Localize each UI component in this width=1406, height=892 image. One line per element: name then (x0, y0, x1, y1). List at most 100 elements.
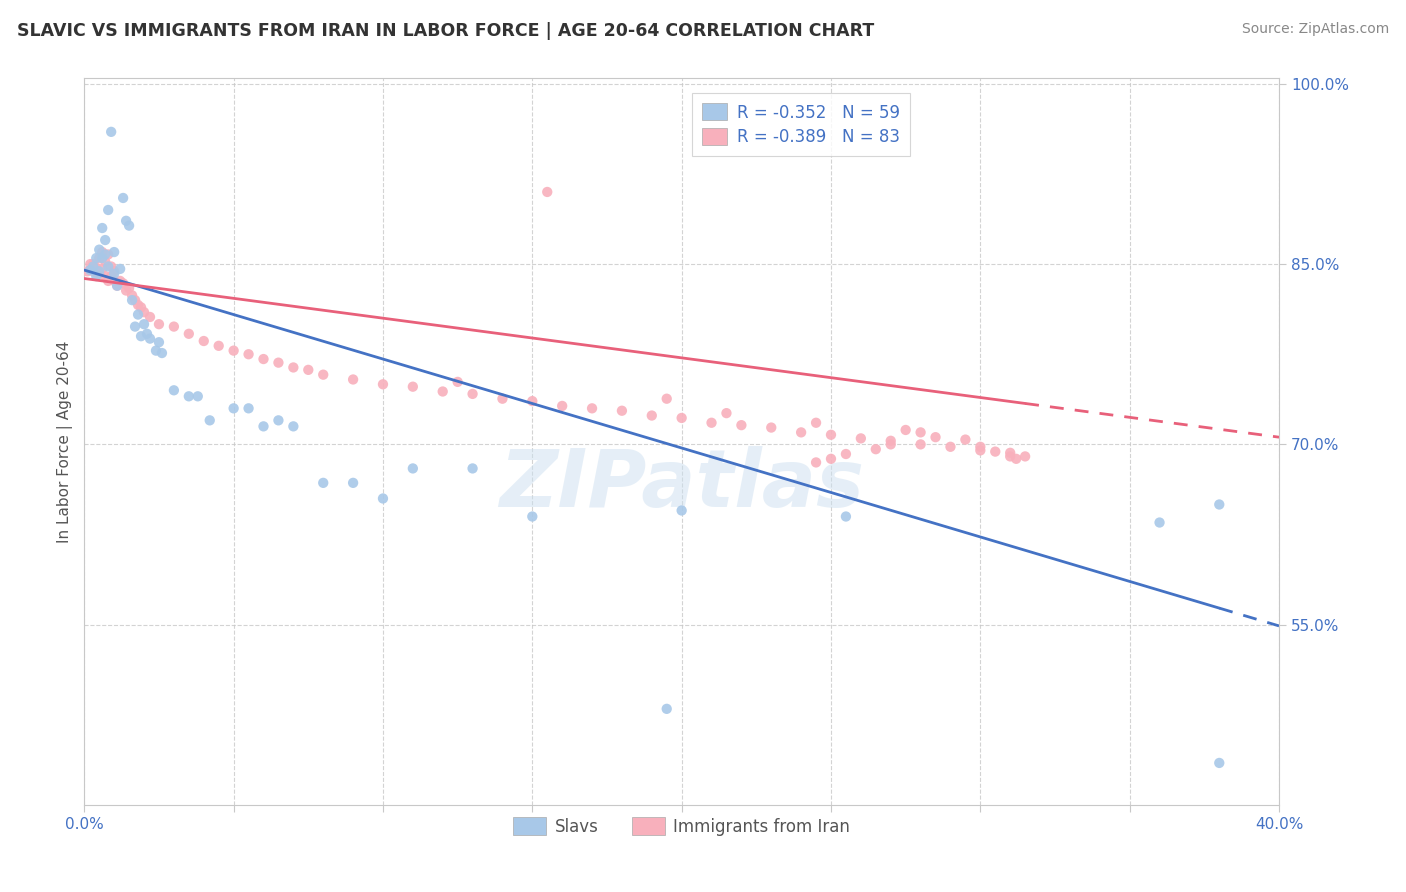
Point (91, 261, 114, 276)
Point (283, 419, 305, 434)
Point (865, 442, 887, 457)
Point (94, 233, 117, 247)
Point (998, 450, 1021, 464)
Point (177, 389, 200, 403)
Point (522, 394, 544, 409)
Point (461, 387, 484, 401)
Point (371, 491, 394, 506)
Point (105, 278, 128, 293)
Point (804, 416, 827, 430)
Point (82, 257, 104, 271)
Point (491, 392, 513, 406)
Point (446, 375, 468, 389)
Point (671, 503, 693, 517)
Point (820, 451, 842, 466)
Point (655, 392, 678, 406)
Point (581, 401, 603, 416)
Point (238, 347, 260, 361)
Point (84, 251, 107, 265)
Point (79, 263, 101, 277)
Point (91, 251, 114, 265)
Point (84, 260, 107, 275)
Point (89, 243, 111, 257)
Point (880, 437, 903, 451)
Point (118, 281, 141, 295)
Point (136, 326, 159, 341)
Point (655, 702, 678, 716)
Point (700, 416, 723, 430)
Point (193, 334, 215, 348)
Point (283, 360, 305, 375)
Point (208, 339, 231, 353)
Point (761, 420, 783, 434)
Legend: Slavs, Immigrants from Iran: Slavs, Immigrants from Iran (505, 809, 859, 844)
Point (252, 352, 274, 367)
Point (84, 265, 107, 279)
Point (163, 319, 186, 334)
Point (835, 509, 858, 524)
Point (100, 125, 122, 139)
Text: ZIPatlas: ZIPatlas (499, 446, 865, 524)
Point (910, 437, 932, 451)
Point (103, 274, 125, 288)
Point (103, 245, 125, 260)
Point (198, 413, 221, 427)
Point (112, 191, 135, 205)
Point (150, 346, 173, 360)
Point (849, 431, 872, 445)
Point (222, 343, 245, 358)
Point (115, 214, 138, 228)
Point (89, 267, 111, 281)
Point (894, 423, 917, 437)
Point (82, 260, 104, 274)
Point (402, 461, 425, 475)
Text: SLAVIC VS IMMIGRANTS FROM IRAN IN LABOR FORCE | AGE 20-64 CORRELATION CHART: SLAVIC VS IMMIGRANTS FROM IRAN IN LABOR … (17, 22, 875, 40)
Point (148, 317, 170, 331)
Point (115, 284, 138, 298)
Point (1208, 756, 1230, 770)
Point (105, 278, 128, 293)
Point (820, 427, 842, 442)
Point (1149, 516, 1171, 530)
Point (76, 264, 98, 278)
Point (955, 433, 977, 447)
Point (91, 245, 114, 260)
Point (671, 411, 693, 425)
Point (103, 267, 125, 281)
Point (148, 335, 170, 350)
Point (79, 257, 101, 271)
Point (342, 475, 364, 490)
Point (641, 409, 664, 423)
Point (82, 264, 104, 278)
Point (998, 446, 1021, 460)
Point (910, 425, 932, 440)
Point (252, 419, 274, 434)
Point (97, 202, 120, 217)
Point (108, 274, 131, 288)
Point (97, 260, 120, 274)
Point (94, 247, 117, 261)
Point (312, 368, 335, 382)
Point (880, 434, 903, 448)
Point (432, 384, 454, 399)
Point (112, 277, 135, 291)
Point (835, 447, 858, 461)
Point (804, 455, 827, 469)
Point (610, 403, 633, 417)
Point (129, 301, 152, 315)
Point (969, 440, 991, 454)
Point (94, 269, 117, 284)
Point (371, 377, 394, 392)
Point (267, 356, 290, 370)
Point (1208, 498, 1230, 512)
Point (132, 317, 155, 331)
Point (163, 384, 186, 398)
Point (1014, 450, 1036, 464)
Point (118, 219, 141, 233)
Point (129, 329, 152, 343)
Point (132, 305, 155, 319)
Point (94, 254, 117, 268)
Point (89, 264, 111, 278)
Point (121, 293, 143, 307)
Point (790, 425, 813, 440)
